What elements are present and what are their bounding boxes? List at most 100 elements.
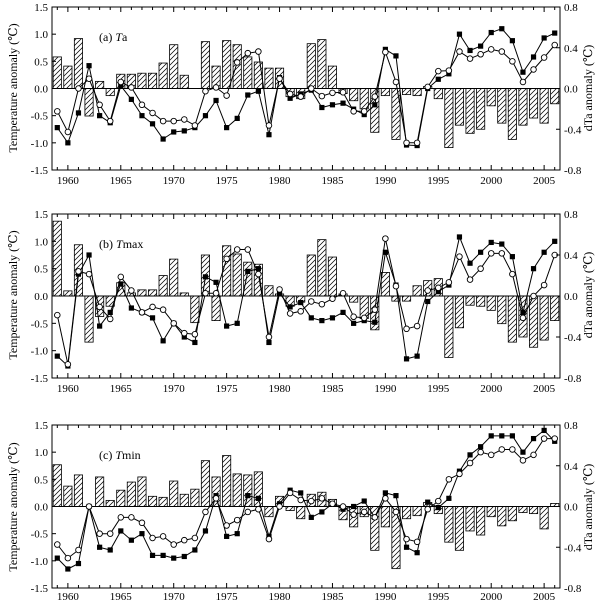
dta-bar-1998 [465, 295, 475, 306]
dta-bar-2001 [497, 506, 507, 527]
y-left-tick-label: 1.0 [34, 447, 48, 459]
circle-point-1967 [138, 309, 146, 316]
square-point-1979 [266, 132, 272, 138]
square-point-1959 [54, 555, 60, 561]
dta-bar-1967 [137, 72, 147, 89]
circle-point-1984 [318, 300, 326, 308]
square-point-1972 [192, 547, 198, 553]
square-point-1964 [107, 547, 113, 553]
square-point-1993 [414, 353, 420, 359]
x-tick-label: 2000 [480, 383, 503, 395]
dta-bar-1996 [444, 506, 454, 543]
circle-point-1981 [286, 310, 294, 317]
dta-bar-2005 [539, 88, 549, 124]
circle-point-1966 [128, 84, 135, 91]
circle-point-1962 [85, 75, 93, 82]
circle-point-2004 [530, 66, 537, 73]
dta-bar-1990 [380, 88, 390, 97]
square-point-1967 [139, 531, 145, 537]
x-tick-label: 1965 [110, 591, 133, 603]
dta-bar-2003 [518, 88, 528, 126]
circle-point-1959 [54, 311, 61, 319]
dta-bar-1998 [465, 506, 475, 532]
square-point-2004 [530, 435, 537, 442]
square-point-1962 [86, 252, 92, 258]
circle-point-1992 [403, 325, 410, 333]
circle-point-1967 [138, 101, 146, 109]
dta-bar-1981 [285, 506, 295, 511]
square-point-2002 [509, 433, 515, 439]
circle-point-1976 [233, 246, 241, 253]
x-tick-label: 1980 [269, 591, 292, 603]
circle-point-1972 [191, 331, 199, 338]
square-point-1962 [86, 63, 92, 69]
circle-point-1964 [106, 530, 114, 537]
square-point-1997 [456, 234, 463, 240]
dta-bar-2001 [497, 88, 507, 124]
dta-bar-1959 [52, 220, 62, 297]
x-tick-label: 2000 [480, 175, 503, 187]
dta-bar-1997 [454, 88, 464, 126]
square-point-1981 [287, 304, 293, 310]
dta-bar-1978 [253, 61, 263, 89]
circle-point-1973 [202, 508, 209, 516]
square-point-2006 [552, 30, 558, 36]
circle-point-1964 [106, 117, 114, 125]
circle-point-1990 [382, 48, 389, 56]
x-tick-label: 1965 [110, 383, 133, 395]
square-point-1963 [97, 323, 103, 329]
circle-point-1970 [170, 320, 177, 327]
square-point-2003 [520, 449, 526, 455]
circle-point-1973 [202, 87, 209, 95]
square-point-1976 [234, 531, 240, 537]
square-point-1993 [414, 550, 420, 556]
square-point-1977 [245, 493, 251, 499]
circle-point-1961 [75, 268, 82, 275]
dta-bar-1960 [63, 290, 73, 297]
circle-point-1960 [64, 361, 72, 368]
dta-bar-1999 [476, 88, 486, 130]
circle-point-1982 [297, 496, 304, 504]
circle-point-1993 [413, 538, 421, 546]
square-point-1971 [181, 553, 187, 560]
y-right-tick-label: -0.4 [564, 124, 582, 136]
square-point-1969 [160, 338, 166, 344]
dta-bar-2002 [507, 295, 517, 343]
dta-bar-2001 [497, 295, 507, 325]
square-point-1984 [319, 104, 325, 111]
square-point-1987 [351, 320, 357, 326]
panel-label-b: (b) Tmax [99, 237, 143, 251]
circle-point-2002 [509, 270, 516, 278]
square-point-1978 [255, 88, 261, 94]
panel-a: -1.5 -1.0 -0.5 0.0 0.5 1.0 1.5 -0.8 -0.4 0.0 0.4 0.… [31, 2, 582, 187]
square-point-1977 [245, 268, 251, 274]
square-point-1966 [128, 537, 134, 543]
x-tick-label: 1995 [427, 591, 450, 603]
circle-point-1990 [382, 495, 389, 502]
circle-point-1980 [276, 75, 283, 82]
square-point-1986 [340, 100, 346, 106]
circle-point-1983 [308, 298, 315, 305]
circle-point-1999 [477, 448, 484, 456]
x-tick-label: 2005 [533, 175, 556, 187]
x-tick-label: 1960 [57, 175, 80, 187]
circle-point-1984 [318, 495, 326, 502]
square-point-1969 [160, 552, 166, 558]
circle-point-1998 [466, 459, 474, 467]
x-tick-label: 2000 [480, 591, 503, 603]
circle-point-1974 [212, 290, 220, 297]
square-point-1994 [425, 499, 431, 505]
dta-bar-1977 [243, 56, 253, 89]
circle-point-1972 [191, 122, 199, 129]
circle-point-1986 [339, 290, 347, 297]
square-point-1995 [435, 289, 441, 295]
circle-point-1970 [170, 541, 177, 548]
circle-point-1985 [329, 89, 336, 97]
circle-point-1979 [265, 535, 273, 543]
y-left-tick-label: -0.5 [31, 529, 49, 541]
circle-point-1970 [170, 117, 177, 125]
dta-bar-1978 [253, 471, 263, 507]
square-point-1992 [403, 356, 410, 362]
dta-bar-2006 [550, 295, 560, 322]
y-left-tick-label: -1.5 [31, 373, 49, 385]
